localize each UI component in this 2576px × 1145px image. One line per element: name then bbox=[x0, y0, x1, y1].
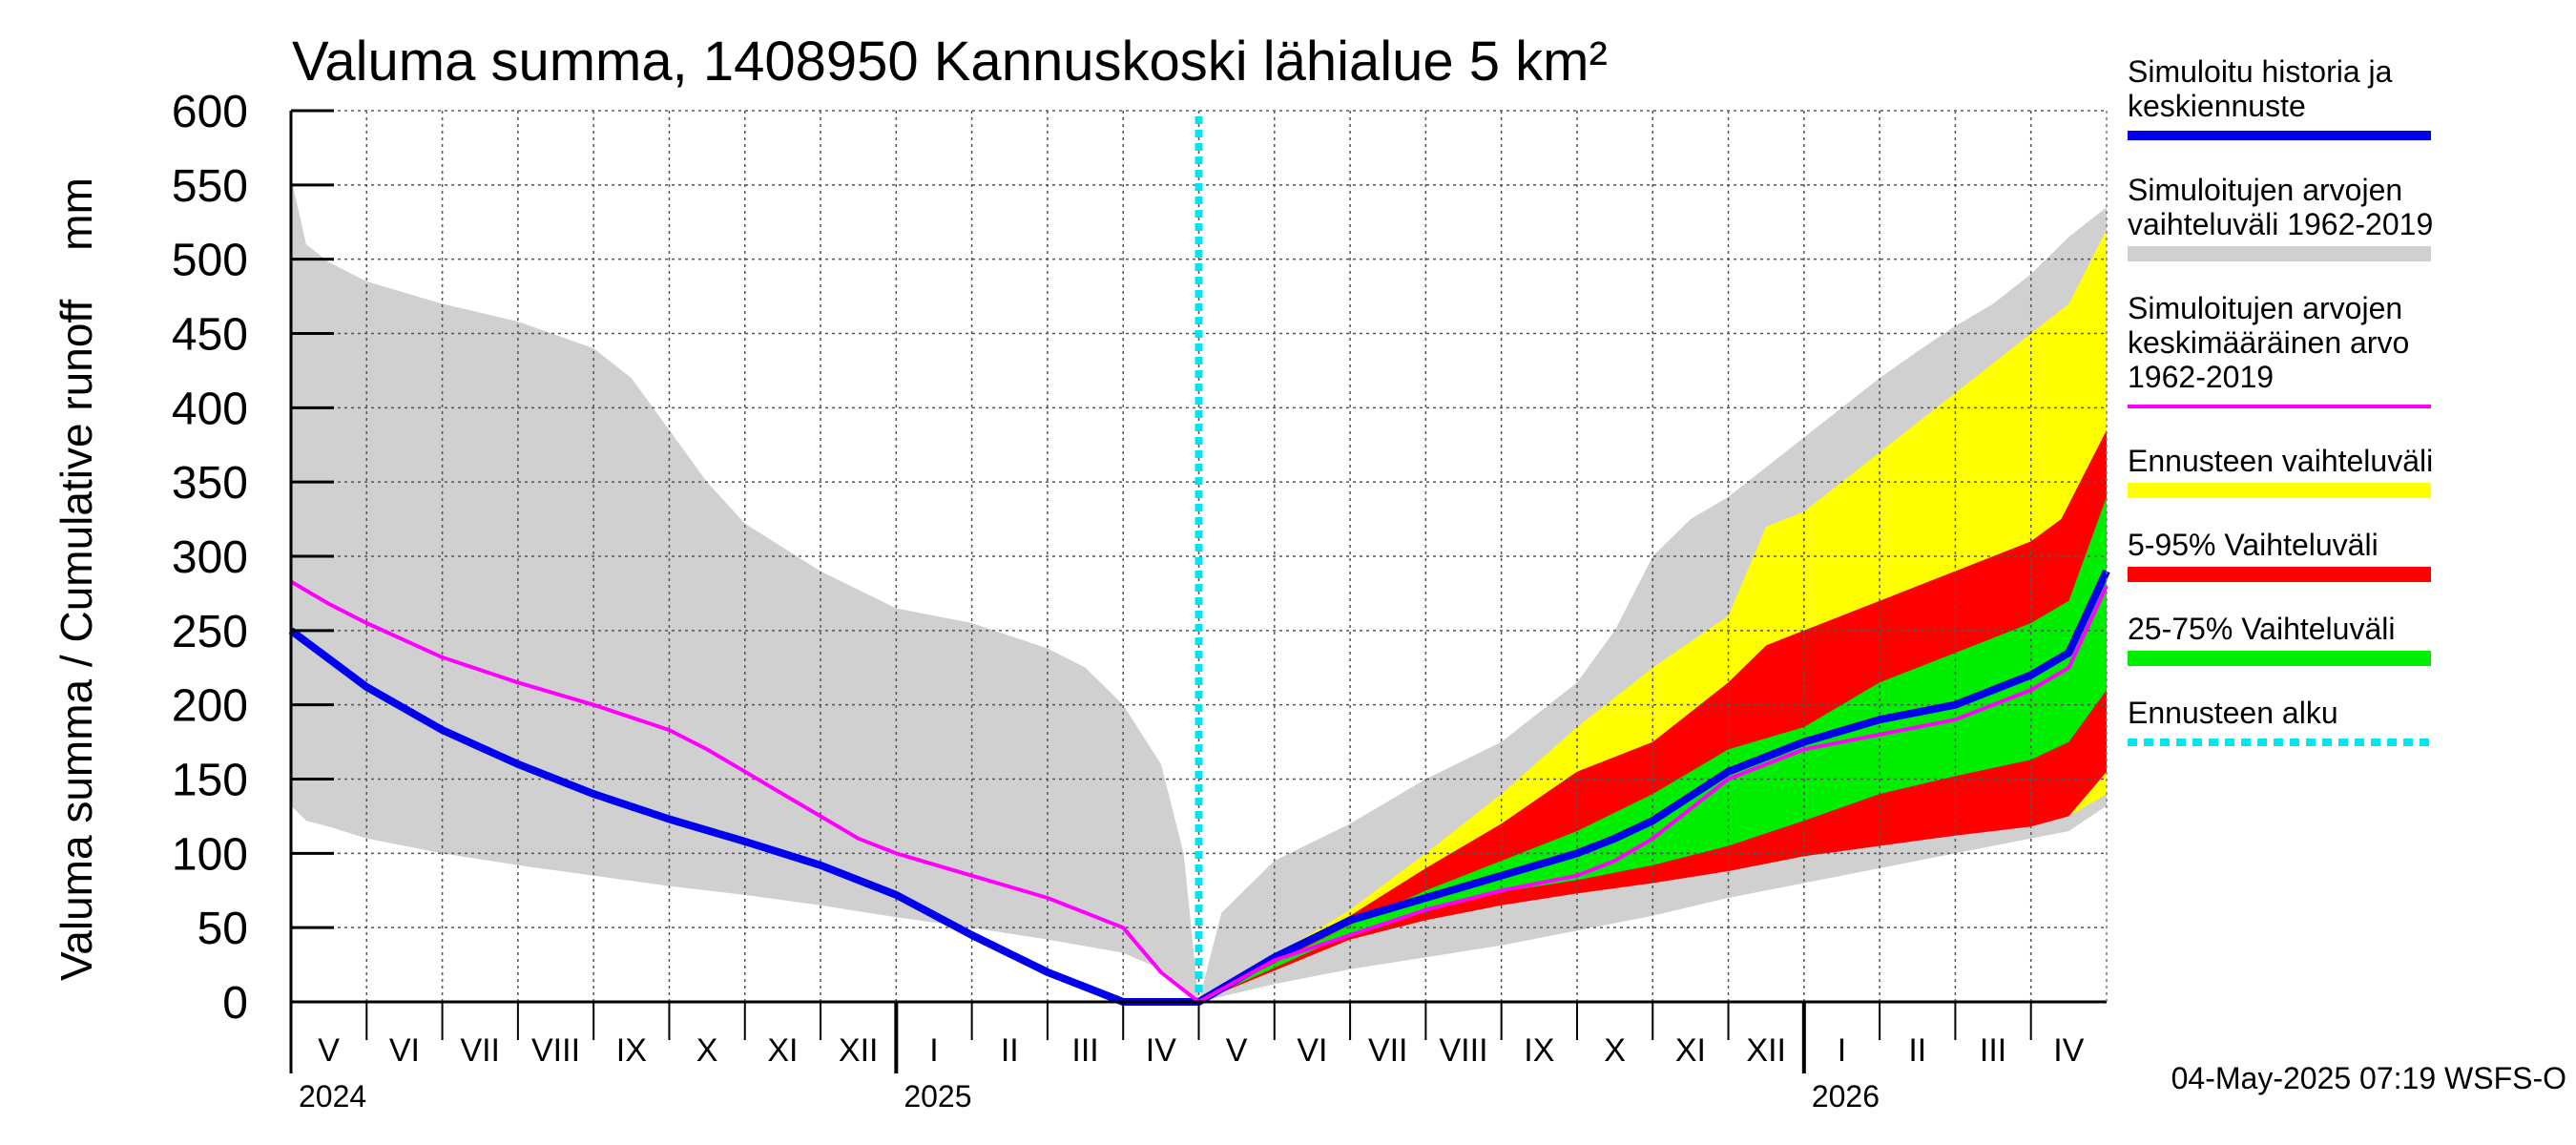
month-label: X bbox=[1604, 1032, 1626, 1069]
month-label: I bbox=[929, 1032, 938, 1069]
legend-label: vaihteluväli 1962-2019 bbox=[2128, 207, 2433, 241]
legend-label: Ennusteen alku bbox=[2128, 696, 2338, 730]
legend-label: 1962-2019 bbox=[2128, 360, 2274, 394]
month-label: II bbox=[1001, 1032, 1019, 1069]
y-tick-label: 550 bbox=[172, 161, 248, 212]
year-label: 2026 bbox=[1812, 1079, 1880, 1114]
month-label: VII bbox=[460, 1032, 500, 1069]
legend-swatch bbox=[2128, 567, 2431, 582]
month-label: III bbox=[1980, 1032, 2006, 1069]
y-tick-label: 100 bbox=[172, 829, 248, 880]
month-label: VIII bbox=[531, 1032, 580, 1069]
y-tick-label: 600 bbox=[172, 87, 248, 137]
month-label: IX bbox=[616, 1032, 647, 1069]
historical-mean-line bbox=[289, 579, 2109, 1004]
legend-label: Ennusteen vaihteluväli bbox=[2128, 444, 2433, 478]
legend-label: Simuloitujen arvojen bbox=[2128, 173, 2402, 207]
y-tick-label: 250 bbox=[172, 607, 248, 657]
legend-label: Simuloitu historia ja bbox=[2128, 54, 2393, 89]
month-label: VI bbox=[1297, 1032, 1327, 1069]
simulated-history-line bbox=[288, 569, 2110, 1006]
month-label: V bbox=[318, 1032, 340, 1069]
y-tick-label: 300 bbox=[172, 532, 248, 583]
month-label: IX bbox=[1524, 1032, 1554, 1069]
month-label: XI bbox=[767, 1032, 798, 1069]
y-tick-label: 0 bbox=[222, 978, 248, 1029]
legend-label: keskimääräinen arvo bbox=[2128, 325, 2409, 360]
y-tick-label: 200 bbox=[172, 681, 248, 732]
month-label: VII bbox=[1368, 1032, 1408, 1069]
month-label: II bbox=[1908, 1032, 1926, 1069]
month-label: XI bbox=[1675, 1032, 1706, 1069]
month-label: I bbox=[1838, 1032, 1846, 1069]
line-layer bbox=[288, 116, 2110, 1006]
y-tick-label: 150 bbox=[172, 756, 248, 806]
legend-label: 25-75% Vaihteluväli bbox=[2128, 612, 2395, 646]
legend-label: keskiennuste bbox=[2128, 89, 2306, 123]
month-label: III bbox=[1071, 1032, 1098, 1069]
timestamp: 04-May-2025 07:19 WSFS-O bbox=[2171, 1061, 2566, 1095]
legend-swatch bbox=[2128, 483, 2431, 498]
hist-range-band bbox=[291, 177, 1199, 1002]
month-label: IV bbox=[1146, 1032, 1176, 1069]
p25-75-band bbox=[1198, 496, 2107, 1002]
year-label: 2025 bbox=[904, 1079, 971, 1114]
legend-label: 5-95% Vaihteluväli bbox=[2128, 528, 2379, 562]
month-label: V bbox=[1226, 1032, 1248, 1069]
month-label: IV bbox=[2053, 1032, 2084, 1069]
legend-swatch bbox=[2128, 246, 2431, 261]
legend-swatch bbox=[2128, 651, 2431, 666]
y-tick-label: 500 bbox=[172, 236, 248, 286]
month-label: XII bbox=[839, 1032, 879, 1069]
y-axis-label: Valuma summa / Cumulative runoff mm bbox=[52, 177, 101, 981]
month-label: X bbox=[696, 1032, 718, 1069]
y-tick-label: 50 bbox=[197, 904, 248, 954]
month-label: XII bbox=[1746, 1032, 1786, 1069]
month-label: VIII bbox=[1440, 1032, 1488, 1069]
legend-label: Simuloitujen arvojen bbox=[2128, 291, 2402, 325]
y-tick-label: 350 bbox=[172, 458, 248, 509]
y-tick-label: 400 bbox=[172, 384, 248, 434]
year-label: 2024 bbox=[299, 1079, 366, 1114]
y-tick-label: 450 bbox=[172, 310, 248, 361]
chart-title: Valuma summa, 1408950 Kannuskoski lähial… bbox=[292, 31, 1608, 93]
month-label: VI bbox=[389, 1032, 420, 1069]
